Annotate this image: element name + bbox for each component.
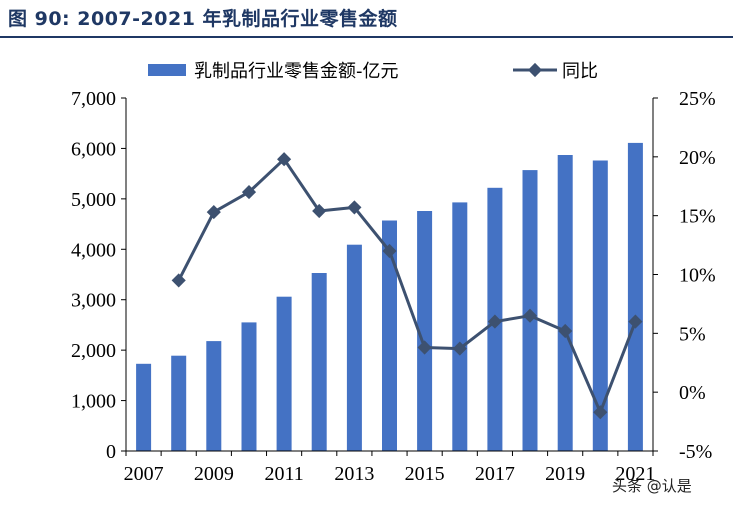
left-tick-label: 6,000 (71, 138, 116, 160)
left-tick-label: 1,000 (71, 391, 116, 413)
bar-2013 (346, 244, 362, 451)
bar-2007 (136, 363, 152, 451)
point-2021 (628, 314, 643, 329)
bar-2020 (592, 160, 608, 451)
legend-line-marker (527, 62, 543, 78)
point-2014 (382, 243, 397, 259)
axes: 0 1,000 2,000 3,000 4,000 5,000 6,000 7,000 -5% 0… (71, 88, 716, 485)
right-tick-label: -5% (679, 441, 712, 463)
point-2010 (241, 185, 257, 200)
left-tick-label: 7,000 (71, 88, 116, 110)
point-2009 (206, 205, 221, 220)
x-tick-label: 2007 (124, 463, 164, 485)
point-2011 (277, 152, 292, 167)
bar-2021 (627, 142, 643, 451)
point-2016 (452, 341, 467, 356)
bar-2015 (417, 211, 433, 451)
bar-2008 (171, 355, 187, 451)
watermark: 头条 @认是 (612, 477, 692, 495)
left-tick-label: 0 (106, 441, 116, 463)
point-2012 (312, 203, 327, 219)
point-2008 (171, 273, 186, 288)
right-tick-label: 25% (679, 88, 716, 110)
title-rule (0, 36, 733, 38)
line-series (171, 152, 643, 420)
right-tick-label: 10% (679, 265, 716, 287)
x-tick-label: 2015 (405, 463, 445, 485)
point-2019 (558, 323, 573, 339)
x-tick-label: 2019 (545, 463, 585, 485)
left-tick-label: 5,000 (71, 189, 116, 211)
legend: 乳制品行业零售金额-亿元 同比 (148, 61, 598, 82)
point-2018 (522, 308, 538, 323)
x-tick-label: 2017 (475, 463, 515, 485)
x-tick-label: 2013 (334, 463, 374, 485)
yoy-line (177, 157, 637, 414)
right-tick-label: 5% (679, 323, 706, 345)
right-tick-label: 0% (679, 382, 706, 404)
bar-series (136, 142, 643, 452)
bar-2011 (276, 296, 292, 451)
x-tick-label: 2021 (615, 463, 655, 485)
legend-line-label: 同比 (562, 61, 598, 82)
bar-2010 (241, 322, 257, 451)
left-tick-label: 3,000 (71, 290, 116, 312)
right-tick-label: 15% (679, 206, 716, 228)
left-tick-label: 4,000 (71, 239, 116, 261)
bar-2016 (452, 202, 468, 451)
legend-bar-swatch (148, 64, 186, 76)
x-tick-label: 2009 (194, 463, 234, 485)
right-tick-label: 20% (679, 147, 716, 169)
legend-bar-label: 乳制品行业零售金额-亿元 (194, 61, 399, 82)
point-2017 (487, 314, 502, 329)
point-2020 (593, 405, 608, 420)
bar-2012 (311, 273, 327, 451)
left-tick-label: 2,000 (71, 340, 116, 362)
bar-2009 (206, 341, 222, 451)
x-tick-label: 2011 (264, 463, 303, 485)
point-2015 (417, 340, 432, 355)
point-2013 (347, 200, 362, 215)
page-title: 图 90: 2007-2021 年乳制品行业零售金额 (8, 8, 398, 30)
bar-2014 (382, 220, 397, 451)
bar-2019 (557, 155, 573, 451)
